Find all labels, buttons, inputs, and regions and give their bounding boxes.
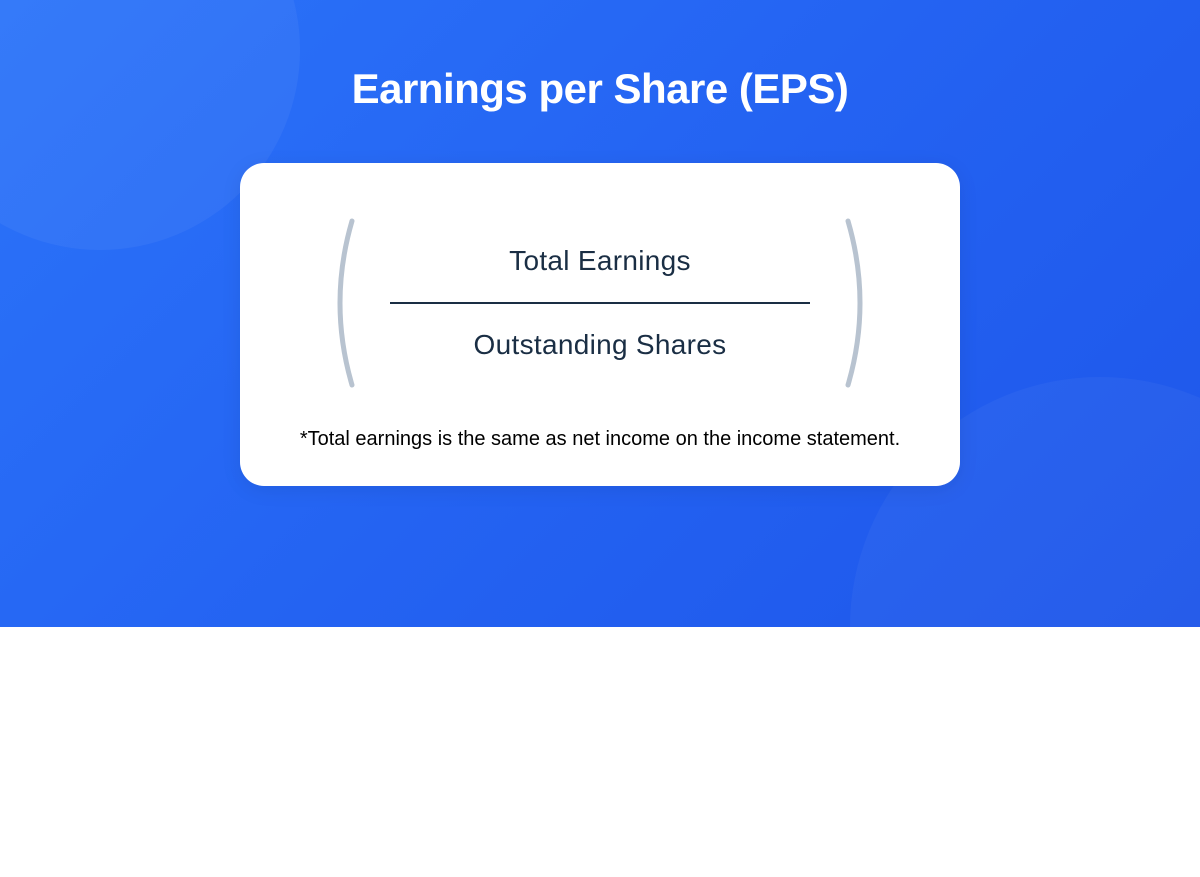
page-title: Earnings per Share (EPS) — [352, 65, 849, 113]
denominator-label: Outstanding Shares — [474, 329, 727, 361]
right-parenthesis-icon — [840, 213, 880, 393]
footnote-text: *Total earnings is the same as net incom… — [300, 428, 900, 451]
fraction: Total Earnings Outstanding Shares — [390, 245, 810, 361]
left-parenthesis-icon — [320, 213, 360, 393]
formula-wrapper: Total Earnings Outstanding Shares — [320, 213, 880, 393]
main-container: Earnings per Share (EPS) Total Earnings … — [0, 0, 1200, 627]
numerator-label: Total Earnings — [509, 245, 691, 277]
fraction-divider — [390, 302, 810, 304]
formula-card: Total Earnings Outstanding Shares *Total… — [240, 163, 960, 486]
